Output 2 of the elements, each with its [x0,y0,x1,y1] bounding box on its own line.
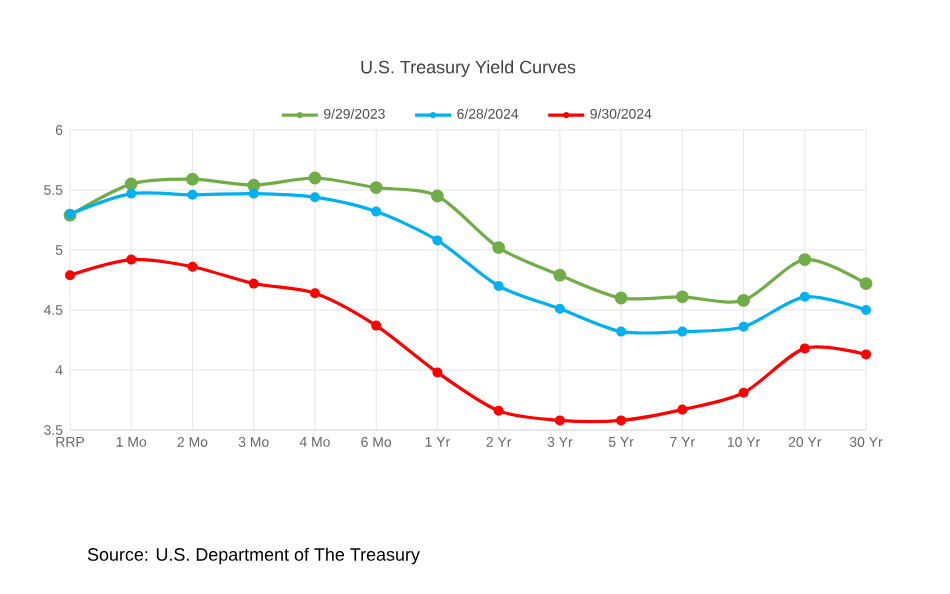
source-note: Source: U.S. Department of The Treasury [87,547,420,565]
chart-title: U.S. Treasury Yield Curves [361,60,576,77]
